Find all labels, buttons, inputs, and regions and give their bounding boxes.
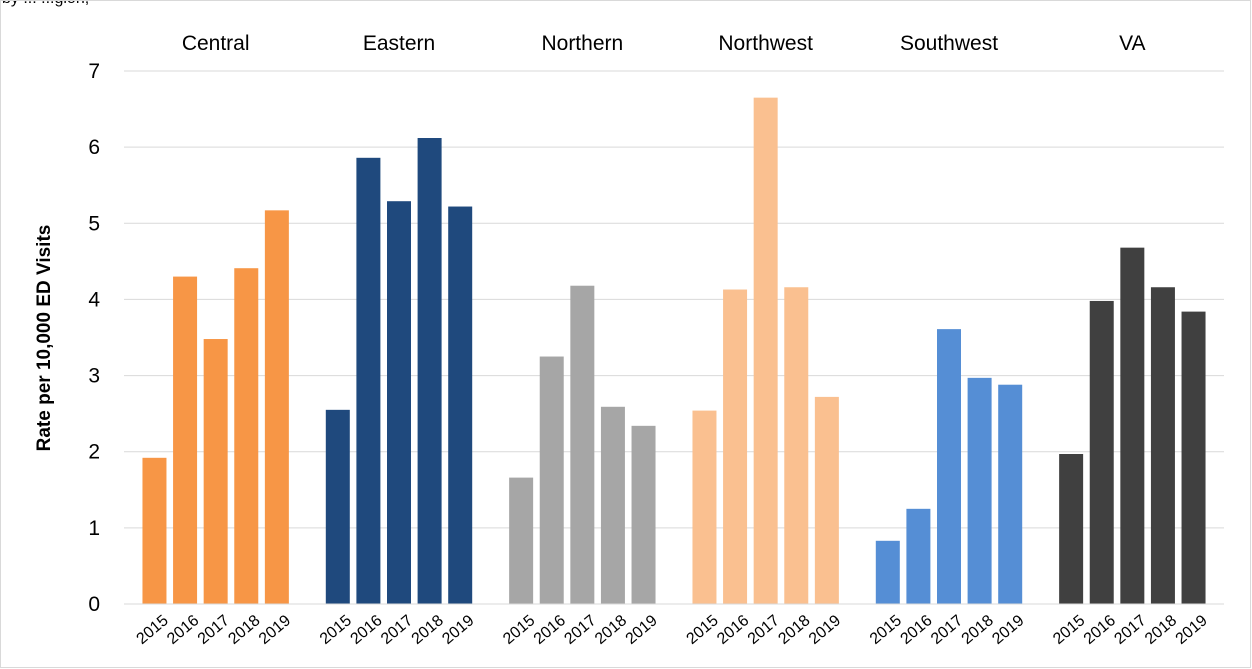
group-label: Northern bbox=[541, 32, 623, 55]
bar bbox=[570, 285, 595, 604]
bar bbox=[387, 201, 411, 604]
x-tick-label: 2016 bbox=[897, 612, 935, 648]
bar bbox=[325, 409, 350, 604]
bar bbox=[203, 339, 228, 604]
bar bbox=[448, 206, 473, 604]
x-tick-label: 2017 bbox=[745, 612, 783, 648]
x-tick-label: 2017 bbox=[378, 612, 416, 648]
x-tick-label: 2018 bbox=[409, 612, 447, 648]
x-tick-label: 2015 bbox=[317, 612, 355, 648]
x-tick-label: 2016 bbox=[531, 612, 569, 648]
bar bbox=[937, 329, 961, 604]
y-tick-label: 2 bbox=[88, 441, 100, 464]
x-tick-label: 2015 bbox=[684, 612, 722, 648]
x-tick-label: 2017 bbox=[195, 612, 233, 648]
x-tick-label: 2015 bbox=[500, 612, 538, 648]
bar bbox=[600, 406, 625, 604]
x-tick-label: 2019 bbox=[623, 612, 661, 648]
y-tick-label: 5 bbox=[88, 212, 100, 235]
bar bbox=[234, 268, 259, 604]
bar bbox=[784, 287, 809, 604]
x-tick-label: 2018 bbox=[225, 612, 263, 648]
bar bbox=[753, 97, 778, 605]
group-label: Northwest bbox=[718, 32, 813, 55]
bar bbox=[264, 210, 289, 604]
bar bbox=[814, 396, 839, 604]
y-tick-label: 4 bbox=[88, 288, 100, 311]
caption-fragment: by ... ...gion, bbox=[2, 0, 89, 8]
y-tick-label: 3 bbox=[88, 365, 100, 388]
x-tick-label: 2019 bbox=[256, 612, 294, 648]
x-tick-label: 2019 bbox=[439, 612, 477, 648]
y-tick-label: 7 bbox=[88, 60, 100, 83]
bar bbox=[509, 477, 534, 604]
x-tick-label: 2019 bbox=[806, 612, 844, 648]
y-tick-label: 1 bbox=[88, 517, 100, 540]
group-label: Central bbox=[182, 32, 250, 55]
x-tick-label: 2015 bbox=[134, 612, 172, 648]
y-tick-label: 0 bbox=[88, 593, 100, 616]
x-tick-label: 2018 bbox=[592, 612, 630, 648]
bar bbox=[998, 384, 1023, 604]
x-tick-label: 2019 bbox=[1173, 612, 1211, 648]
x-tick-label: 2016 bbox=[1081, 612, 1119, 648]
y-tick-label: 6 bbox=[88, 136, 100, 159]
x-tick-label: 2016 bbox=[164, 612, 202, 648]
bar bbox=[906, 508, 931, 604]
x-tick-label: 2019 bbox=[989, 612, 1027, 648]
x-tick-label: 2018 bbox=[775, 612, 813, 648]
x-tick-label: 2017 bbox=[928, 612, 966, 648]
group-label: Eastern bbox=[363, 32, 435, 55]
bar bbox=[417, 138, 442, 604]
x-tick-label: 2018 bbox=[1142, 612, 1180, 648]
bar bbox=[967, 377, 992, 604]
group-label: VA bbox=[1119, 32, 1145, 55]
bar bbox=[1150, 287, 1175, 604]
x-tick-label: 2018 bbox=[959, 612, 997, 648]
bar bbox=[173, 276, 198, 604]
y-axis-title: Rate per 10,000 ED Visits bbox=[34, 225, 55, 452]
bar bbox=[1120, 247, 1145, 604]
x-tick-label: 2016 bbox=[347, 612, 385, 648]
bar bbox=[1181, 311, 1206, 604]
bar bbox=[1059, 453, 1084, 604]
bar bbox=[692, 410, 717, 604]
bar bbox=[356, 157, 381, 604]
x-tick-label: 2015 bbox=[867, 612, 905, 648]
bar bbox=[875, 540, 900, 604]
group-label: Southwest bbox=[900, 32, 998, 55]
x-tick-label: 2015 bbox=[1050, 612, 1088, 648]
x-tick-label: 2016 bbox=[714, 612, 752, 648]
bar bbox=[631, 425, 656, 604]
bar bbox=[142, 457, 167, 604]
x-tick-label: 2017 bbox=[561, 612, 599, 648]
bar bbox=[1089, 300, 1114, 604]
bar bbox=[723, 289, 748, 604]
x-tick-label: 2017 bbox=[1111, 612, 1149, 648]
bar bbox=[539, 356, 564, 604]
